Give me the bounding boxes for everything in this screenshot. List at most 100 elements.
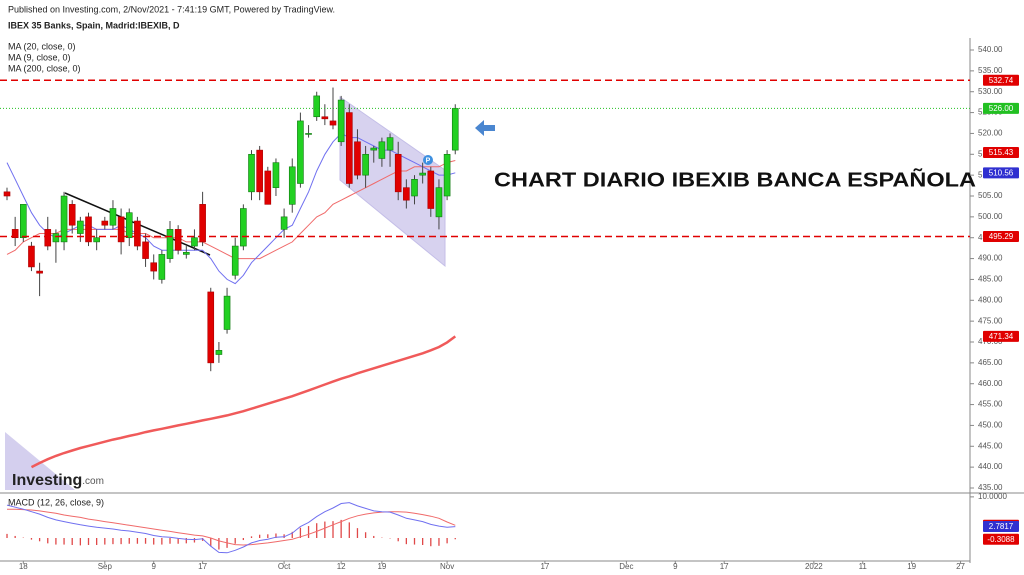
price-tag [983,102,1019,114]
y-tick-label: 455.00 [978,400,1003,409]
candle-body [386,137,394,151]
candle-body [321,116,329,120]
candle-body [443,153,451,197]
candle-body [11,229,19,239]
y-tick-label: 475.00 [978,316,1003,325]
candle-body [240,208,247,247]
candle-body [451,108,459,151]
candle-body [256,149,263,193]
price-tag [983,146,1019,158]
y-tick-label: 10.0000 [978,492,1007,501]
candle-body [231,245,239,276]
subtitle: Published on Investing.com, 2/Nov/2021 -… [8,4,335,14]
x-tick-label: 17 [540,562,549,571]
candle-body [142,241,149,259]
candle-body [183,252,190,255]
y-tick-label: 505.00 [978,191,1003,200]
logo-main: Investing [12,472,82,489]
candle-body [272,162,280,188]
arrow [475,120,495,136]
y-tick-label: 540.00 [978,45,1003,54]
candle-body [150,262,158,272]
candle-body [305,133,312,135]
price-tag [983,521,1019,533]
x-tick-label: Sep [98,562,113,571]
candle-body [20,204,27,239]
y-tick-label: 520.00 [978,129,1003,138]
candle-body [199,204,206,243]
candle-body [44,229,52,247]
x-tick-label: 12 [337,562,346,571]
price-tag-label: 515.43 [989,148,1014,157]
x-tick-label: Oct [278,562,291,571]
candle-body [52,233,60,243]
logo-suffix: .com [82,476,104,487]
candle-body [3,191,11,197]
price-tag [983,74,1019,86]
x-tick-label: 17 [198,562,207,571]
candle-body [174,229,182,251]
candle-body [411,179,418,197]
x-tick-label: 19 [377,562,386,571]
x-tick-label: 19 [907,562,916,571]
candle-body [117,216,125,243]
candle-body [134,220,141,247]
candle-body [93,237,100,243]
wedge-shape [5,432,75,490]
x-tick-label: 27 [956,562,965,571]
price-tag-label: 495.29 [989,232,1014,241]
signal-line [7,508,456,546]
price-tag [983,231,1019,243]
candle-body [77,220,84,234]
legend-entry: MA (20, close, 0) [8,41,76,51]
candle-body [288,166,296,205]
candle-body [223,295,231,330]
y-tick-label: 445.00 [978,441,1003,450]
candle-body [68,204,76,226]
candle-body [109,208,117,226]
y-tick-label: 465.00 [978,358,1003,367]
x-tick-label: Dec [619,562,633,571]
candle-body [427,170,435,209]
candle-body [403,187,410,201]
y-tick-label: 485.00 [978,275,1003,284]
candle-body [166,229,174,259]
candle-body [313,95,321,118]
macd-legend: MACD (12, 26, close, 9) [8,497,104,507]
y-tick-label: 480.00 [978,295,1003,304]
candle-body [378,141,386,159]
x-tick-label: 18 [19,562,28,571]
channel [339,96,446,268]
candle-body [419,172,426,176]
candle-body [362,153,369,176]
candle-body [125,212,133,239]
macd-line [6,502,456,554]
candle-body [354,141,361,176]
candle-body [346,112,353,184]
event-icon: P [426,157,431,164]
legend-entry: MA (9, close, 0) [8,52,71,62]
y-tick-label: 440.00 [978,462,1003,471]
candle-body [101,220,109,226]
event-marker [423,155,433,165]
price-tag-label: -0.3088 [987,535,1015,544]
y-tick-label: 535.00 [978,66,1003,75]
x-tick-label: 17 [720,562,729,571]
candle-body [207,291,215,364]
y-tick-label: 530.00 [978,87,1003,96]
y-tick-label: 500.00 [978,212,1003,221]
ma-line [30,335,457,469]
x-tick-label: 11 [859,562,868,571]
y-tick-label: 460.00 [978,379,1003,388]
title: IBEX 35 Banks, Spain, Madrid:IBEXIB, D [8,20,180,30]
price-tag-label: 2.7817 [989,522,1014,531]
x-tick-label: 2022 [805,562,823,571]
candle-body [60,195,68,243]
x-tick-label: Nov [440,562,454,571]
logo: Investing.com [12,472,104,489]
candle-body [370,147,378,151]
candle-body [394,153,402,193]
